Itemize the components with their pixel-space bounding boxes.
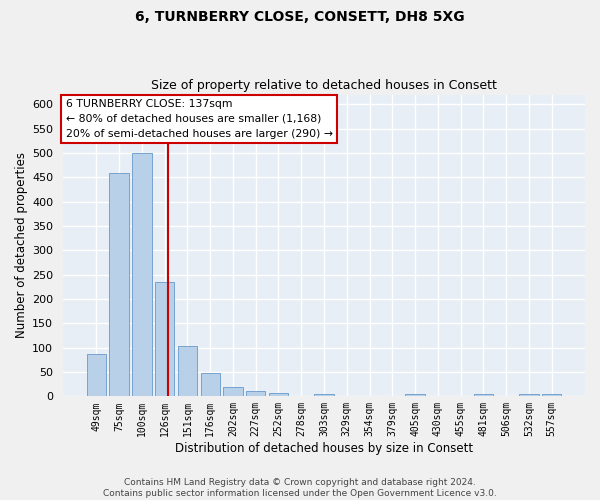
Bar: [246, 391, 265, 396]
Text: Contains HM Land Registry data © Crown copyright and database right 2024.
Contai: Contains HM Land Registry data © Crown c…: [103, 478, 497, 498]
Bar: [473, 394, 493, 396]
Text: 6, TURNBERRY CLOSE, CONSETT, DH8 5XG: 6, TURNBERRY CLOSE, CONSETT, DH8 5XG: [135, 10, 465, 24]
X-axis label: Distribution of detached houses by size in Consett: Distribution of detached houses by size …: [175, 442, 473, 455]
Bar: [109, 174, 129, 396]
Bar: [155, 282, 175, 397]
Y-axis label: Number of detached properties: Number of detached properties: [15, 152, 28, 338]
Bar: [223, 387, 242, 396]
Bar: [519, 394, 539, 396]
Bar: [542, 394, 561, 396]
Bar: [269, 393, 288, 396]
Text: 6 TURNBERRY CLOSE: 137sqm
← 80% of detached houses are smaller (1,168)
20% of se: 6 TURNBERRY CLOSE: 137sqm ← 80% of detac…: [65, 99, 332, 138]
Bar: [200, 374, 220, 396]
Title: Size of property relative to detached houses in Consett: Size of property relative to detached ho…: [151, 79, 497, 92]
Bar: [178, 346, 197, 397]
Bar: [314, 394, 334, 396]
Bar: [132, 153, 152, 396]
Bar: [87, 354, 106, 397]
Bar: [406, 394, 425, 396]
